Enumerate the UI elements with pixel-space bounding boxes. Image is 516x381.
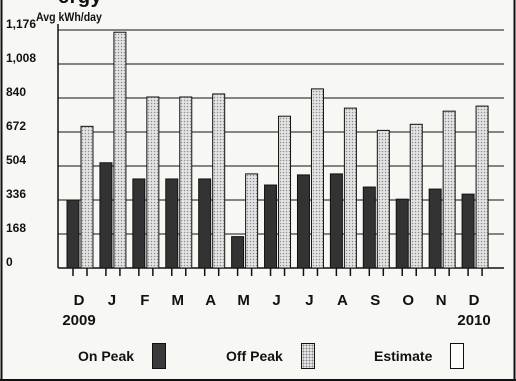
y-tick-label: 0 <box>6 255 13 269</box>
bar-on-peak <box>329 173 343 269</box>
y-axis-unit-label: Avg kWh/day <box>36 10 102 24</box>
legend-swatch-on-peak <box>152 343 167 369</box>
bar-on-peak <box>132 178 146 269</box>
legend-item-on-peak: On Peak <box>78 342 167 370</box>
bar-on-peak <box>296 174 310 269</box>
bar-off-peak <box>80 125 94 269</box>
y-tick-label: 336 <box>6 187 26 201</box>
year-label-end: 2010 <box>457 312 490 329</box>
x-tick-label: N <box>436 292 447 309</box>
bar-off-peak <box>113 31 127 269</box>
bar-off-peak <box>310 88 324 269</box>
x-tick-label: M <box>172 292 185 309</box>
x-tick-label: S <box>370 292 380 309</box>
bar-on-peak <box>395 198 409 269</box>
bar-on-peak <box>231 236 245 269</box>
bar-off-peak <box>442 110 456 269</box>
bar-on-peak <box>461 193 475 269</box>
x-tick-label: A <box>205 292 216 309</box>
bar-off-peak <box>376 129 390 269</box>
legend-item-estimate: Estimate <box>374 342 465 370</box>
legend-swatch-estimate <box>450 343 465 369</box>
y-tick-label: 1,008 <box>6 51 36 65</box>
y-tick-label: 672 <box>6 119 26 133</box>
bar-on-peak <box>99 162 113 269</box>
year-label-start: 2009 <box>62 312 95 329</box>
bar-off-peak <box>245 173 259 269</box>
legend-label-on-peak: On Peak <box>78 348 135 364</box>
legend: On Peak Off Peak Estimate <box>0 342 516 372</box>
legend-label-estimate: Estimate <box>374 348 433 364</box>
x-tick-label: A <box>337 292 348 309</box>
bar-on-peak <box>428 188 442 269</box>
legend-item-off-peak: Off Peak <box>226 342 315 370</box>
x-tick-label: F <box>140 292 149 309</box>
bar-off-peak <box>409 123 423 269</box>
x-tick-label: J <box>305 292 313 309</box>
panel-title-fragment: ergy <box>58 0 102 9</box>
bar-on-peak <box>66 199 80 269</box>
y-tick-label: 168 <box>6 221 26 235</box>
bar-off-peak <box>179 96 193 269</box>
y-tick-label: 1,176 <box>6 17 36 31</box>
x-tick-label: M <box>237 292 250 309</box>
legend-swatch-off-peak <box>300 343 315 369</box>
x-tick-label: O <box>402 292 414 309</box>
bar-on-peak <box>264 184 278 269</box>
bar-off-peak <box>278 115 292 269</box>
bar-off-peak <box>212 93 226 269</box>
y-tick-label: 504 <box>6 153 26 167</box>
legend-label-off-peak: Off Peak <box>226 348 283 364</box>
x-tick-label: D <box>74 292 85 309</box>
bar-off-peak <box>146 96 160 269</box>
bar-off-peak <box>475 105 489 269</box>
y-tick-label: 840 <box>6 85 26 99</box>
bar-on-peak <box>165 178 179 269</box>
bar-on-peak <box>362 186 376 269</box>
bar-off-peak <box>343 107 357 269</box>
x-tick-label: J <box>272 292 280 309</box>
bar-on-peak <box>198 178 212 269</box>
x-tick-label: D <box>469 292 480 309</box>
x-tick-label: J <box>108 292 116 309</box>
